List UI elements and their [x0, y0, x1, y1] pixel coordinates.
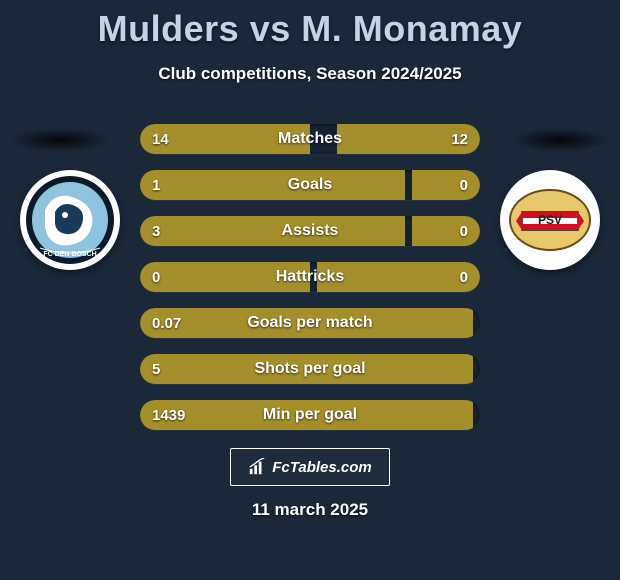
svg-text:PSV: PSV: [538, 213, 562, 227]
stat-row-assists: 30Assists: [140, 216, 480, 246]
svg-text:FC DEN BOSCH: FC DEN BOSCH: [43, 251, 96, 258]
stat-row-matches: 1412Matches: [140, 124, 480, 154]
watermark: FcTables.com: [230, 448, 390, 486]
date-label: 11 march 2025: [0, 500, 620, 520]
player1-name: Mulders: [98, 8, 240, 49]
logo-shadow-right: [510, 128, 610, 152]
stat-row-hattricks: 00Hattricks: [140, 262, 480, 292]
vs-text: vs: [250, 8, 291, 49]
team-logo-left: FC DEN BOSCH: [20, 170, 120, 270]
stat-label: Min per goal: [140, 400, 480, 430]
stat-row-shots-per-goal: 5Shots per goal: [140, 354, 480, 384]
den-bosch-logo-icon: FC DEN BOSCH: [20, 170, 120, 270]
subtitle: Club competitions, Season 2024/2025: [0, 64, 620, 84]
stat-label: Shots per goal: [140, 354, 480, 384]
fctables-chart-icon: [248, 458, 266, 476]
stat-label: Goals per match: [140, 308, 480, 338]
stats-bars: 1412Matches 10Goals 30Assists 00Hattricks 0.…: [140, 124, 480, 446]
logo-shadow-left: [10, 128, 110, 152]
watermark-text: FcTables.com: [272, 459, 371, 476]
comparison-title: Mulders vs M. Monamay: [0, 0, 620, 50]
stat-label: Hattricks: [140, 262, 480, 292]
stat-row-min-per-goal: 1439Min per goal: [140, 400, 480, 430]
stat-label: Assists: [140, 216, 480, 246]
stat-label: Goals: [140, 170, 480, 200]
stat-row-goals: 10Goals: [140, 170, 480, 200]
stat-label: Matches: [140, 124, 480, 154]
player2-name: M. Monamay: [301, 8, 522, 49]
stat-row-goals-per-match: 0.07Goals per match: [140, 308, 480, 338]
psv-logo-icon: PSV: [500, 170, 600, 270]
team-logo-right: PSV: [500, 170, 600, 270]
